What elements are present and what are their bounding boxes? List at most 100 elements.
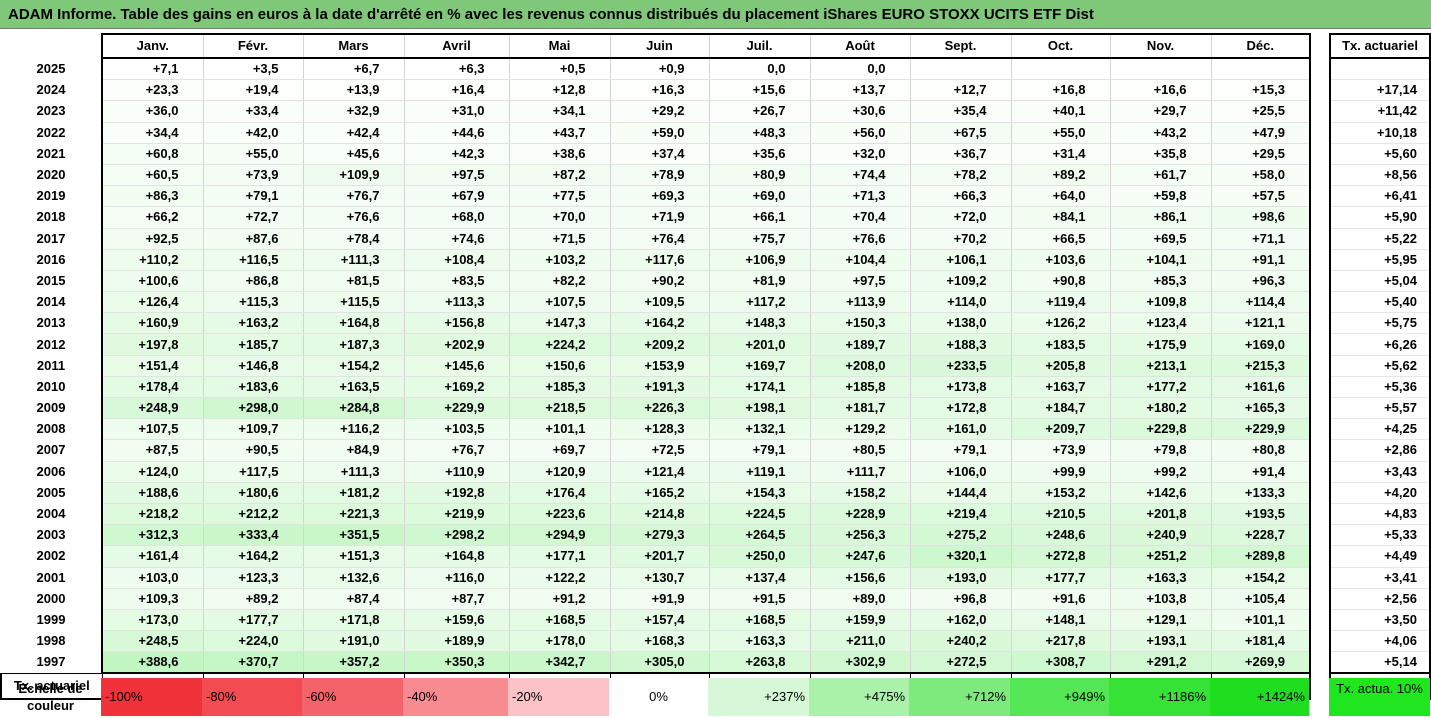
gain-cell: +99,9 [1010,461,1110,483]
tx-row: +3,43 [1329,461,1431,483]
year-cell: 2007 [36,442,66,458]
gain-cell: +86,3 [101,185,203,208]
gain-cell: +40,1 [1010,100,1110,123]
tx-row: +4,20 [1329,482,1431,504]
gain-cell: 0,0 [708,58,810,81]
gain-cell: +29,7 [1109,100,1211,123]
gain-cell: +132,6 [302,567,404,589]
gain-cell: +42,4 [302,122,404,144]
gain-cell: +0,5 [508,58,610,81]
tx-cell: +5,90 [1329,206,1431,229]
gain-cell: +157,4 [609,609,709,632]
gain-cell: +169,2 [403,376,509,399]
gain-cell: +104,1 [1109,249,1211,271]
gain-cell: +117,5 [202,461,303,483]
gain-cell: +150,3 [809,312,910,335]
gain-cell: +81,9 [708,270,810,293]
gain-cell: +72,0 [909,206,1011,229]
gain-cell: +148,3 [708,312,810,335]
gain-cell: +72,7 [202,206,303,229]
gain-cell: +44,6 [403,122,509,144]
gain-cell: +78,2 [909,164,1011,187]
gain-cell: +55,0 [1010,122,1110,144]
tx-actua-legend: Tx. actua. 10% [1329,678,1430,716]
color-scale-row: Echelle de couleur -100% -80% -60% -40% -20%… [0,678,1309,716]
table-row: 2005 +188,6 +180,6 +181,2 +192,8 +176,4 +165,2… [1,482,1311,504]
gain-cell: +114,0 [909,291,1011,314]
gain-cell: +109,8 [1109,291,1211,314]
gain-cell: +163,3 [1109,567,1211,589]
gain-cell: +185,7 [202,333,303,356]
gain-cell: +86,1 [1109,206,1211,229]
gain-cell: +269,9 [1210,651,1311,675]
gain-cell: +215,3 [1210,355,1311,377]
gain-cell: +275,2 [909,524,1011,547]
gain-cell: +191,0 [302,630,404,653]
gain-cell: +35,6 [708,143,810,165]
color-scale-step: -100% [101,678,202,716]
gain-cell: +35,8 [1109,143,1211,165]
gain-cell: +25,5 [1210,100,1311,123]
gain-cell: +181,7 [809,397,910,420]
gain-cell: +126,4 [101,291,203,314]
gain-cell: +68,0 [403,206,509,229]
gain-cell: +214,8 [609,503,709,526]
tx-cell: +5,57 [1329,397,1431,420]
gain-cell: +205,8 [1010,355,1110,377]
year-cell: 2010 [36,378,66,394]
tx-row: +5,22 [1329,228,1431,250]
gain-cell: +180,6 [202,482,303,504]
gain-cell: +153,9 [609,355,709,377]
gain-cell: +188,6 [101,482,203,504]
gain-cell: +116,0 [403,567,509,589]
gain-cell: +59,0 [609,122,709,144]
gain-cell: +106,1 [909,249,1011,271]
footer-label: Tx. actuariel [0,672,102,701]
gain-cell: +115,5 [302,291,404,314]
gain-cell: +71,3 [809,185,910,208]
gain-cell: +158,2 [809,482,910,504]
gain-cell: +90,2 [609,270,709,293]
gain-cell: +35,4 [909,100,1011,123]
gain-cell: +333,4 [202,524,303,547]
year-cell: 2024 [36,82,66,98]
gain-cell: +91,6 [1010,588,1110,610]
gain-cell: +120,9 [508,461,610,483]
gain-cell: +16,8 [1010,79,1110,102]
gain-cell: +109,3 [101,588,203,610]
gain-cell: +159,6 [403,609,509,632]
gain-cell [1210,58,1311,81]
gain-cell [1010,58,1110,81]
gain-cell: +76,6 [302,206,404,229]
gain-cell: +104,4 [809,249,910,271]
gain-cell: +72,5 [609,439,709,462]
gain-cell: +91,4 [1210,461,1311,483]
gain-cell: +42,0 [202,122,303,144]
month-header: Févr. [202,33,303,59]
gain-cell: +91,5 [708,588,810,610]
gain-cell: +129,2 [809,418,910,441]
gain-cell: +103,6 [1010,249,1110,271]
gain-cell: +161,4 [101,545,203,568]
gain-cell: +169,0 [1210,333,1311,356]
tx-actuariel-body: +17,14 +11,42 +10,18 +5,60 +8,56 +6,41 +5,90 +5… [1329,58,1431,701]
gain-cell: +221,3 [302,503,404,526]
month-header: Juin [609,33,709,59]
tx-row: +2,56 [1329,588,1431,610]
gain-cell: +101,1 [1210,609,1311,632]
gain-cell: +177,7 [202,609,303,632]
table-row: 2022 +34,4 +42,0 +42,4 +44,6 +43,7 +59,0 +48,3 +… [1,122,1311,144]
table-row: 2013 +160,9 +163,2 +164,8 +156,8 +147,3 +164,2… [1,312,1311,335]
gain-cell: +103,5 [403,418,509,441]
gain-cell: +13,7 [809,79,910,102]
tx-cell: +5,60 [1329,143,1431,165]
gain-cell: +3,5 [202,58,303,81]
gain-cell: +79,1 [708,439,810,462]
gain-cell: +279,3 [609,524,709,547]
month-header: Mai [508,33,610,59]
gain-cell: +98,6 [1210,206,1311,229]
gain-cell: +185,3 [508,376,610,399]
gain-cell: +147,3 [508,312,610,335]
gain-cell: +45,6 [302,143,404,165]
gain-cell: +201,0 [708,333,810,356]
